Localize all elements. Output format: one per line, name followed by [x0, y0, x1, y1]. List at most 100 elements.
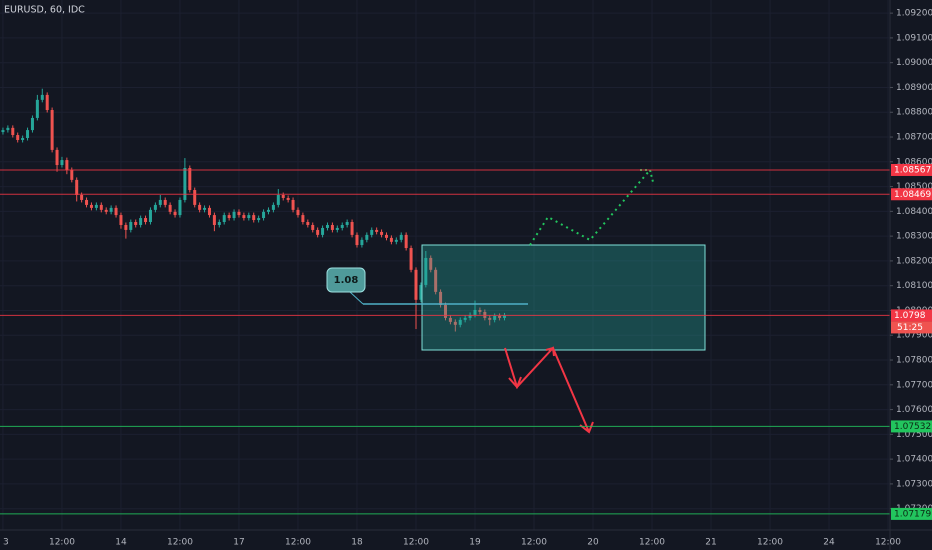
candle-body — [193, 190, 197, 205]
candle-body — [94, 204, 98, 208]
x-tick-label: 21 — [705, 538, 716, 548]
candle-body — [414, 269, 418, 300]
bull-arrow-head — [640, 169, 654, 183]
candle-body — [463, 317, 467, 320]
candle-body — [276, 195, 280, 205]
price-level-label: 1.08567 — [894, 165, 931, 175]
candle-body — [321, 227, 325, 235]
candle-body — [257, 218, 261, 221]
candle-body — [134, 222, 138, 225]
y-tick-label: 1.08900 — [896, 83, 932, 93]
levels — [0, 169, 890, 515]
x-tick-label: 12:00 — [285, 538, 311, 548]
axes: 1.072001.073001.074001.075001.076001.077… — [3, 9, 932, 548]
y-tick-label: 1.07600 — [896, 405, 932, 415]
candle-body — [448, 317, 452, 322]
candle-body — [473, 309, 477, 315]
candle-body — [281, 195, 285, 198]
candle-body — [350, 222, 354, 235]
y-tick-label: 1.08600 — [896, 157, 932, 167]
candle-body — [468, 314, 472, 318]
candle-body — [89, 204, 93, 208]
candle-body — [60, 160, 64, 166]
candle-body — [419, 284, 423, 300]
candle-body — [119, 215, 123, 225]
candle-body — [232, 211, 236, 219]
x-tick-label: 12:00 — [49, 538, 75, 548]
candle-body — [360, 239, 364, 246]
y-tick-label: 1.08100 — [896, 281, 932, 291]
candle-body — [163, 199, 167, 205]
y-tick-label: 1.07300 — [896, 479, 932, 489]
candle-body — [11, 127, 15, 136]
candle-body — [384, 234, 388, 238]
x-tick-label: 3 — [3, 538, 9, 548]
y-tick-label: 1.08200 — [896, 256, 932, 266]
candle-body — [168, 204, 172, 212]
y-tick-label: 1.07900 — [896, 331, 932, 341]
candle-body — [301, 215, 305, 223]
candle-body — [399, 234, 403, 240]
y-tick-label: 1.08300 — [896, 232, 932, 242]
candle-body — [330, 224, 334, 230]
x-tick-label: 12:00 — [875, 538, 901, 548]
candle-body — [443, 305, 447, 318]
price-level-tag — [891, 188, 932, 201]
candles — [1, 88, 506, 332]
candle-body — [124, 224, 128, 230]
candle-body — [316, 229, 320, 235]
candle-body — [271, 204, 275, 210]
candle-body — [498, 315, 502, 318]
candle-body — [158, 199, 162, 205]
price-level-label: 1.07179 — [894, 509, 931, 519]
candle-body — [30, 117, 34, 131]
candle-body — [40, 94, 44, 100]
x-tick-label: 24 — [823, 538, 835, 548]
y-tick-label: 1.07400 — [896, 455, 932, 465]
y-tick-label: 1.07800 — [896, 356, 932, 366]
y-tick-label: 1.07700 — [896, 380, 932, 390]
countdown-tag — [891, 321, 932, 334]
candle-body — [70, 169, 74, 180]
candle-body — [424, 257, 428, 285]
candle-body — [148, 209, 152, 223]
candle-body — [144, 218, 148, 223]
candle-body — [439, 291, 443, 306]
candle-body — [45, 94, 49, 111]
candle-body — [370, 229, 374, 235]
candle-body — [153, 204, 157, 210]
price-level-tag — [891, 507, 932, 520]
price-level-label: 1.0798 — [894, 311, 926, 321]
y-tick-label: 1.09000 — [896, 58, 932, 68]
candle-body — [453, 321, 457, 325]
x-tick-label: 12:00 — [757, 538, 783, 548]
candle-body — [85, 199, 89, 205]
price-level-tag — [891, 163, 932, 176]
candle-body — [55, 149, 59, 166]
candle-body — [325, 224, 329, 228]
price-level-label: 1.08469 — [894, 190, 931, 200]
candle-body — [429, 257, 433, 270]
candle-body — [109, 207, 113, 212]
candle-body — [114, 207, 118, 216]
x-tick-label: 12:00 — [521, 538, 547, 548]
candle-body — [75, 179, 79, 196]
candle-body — [80, 195, 84, 200]
candle-body — [434, 269, 438, 292]
candle-body — [488, 317, 492, 320]
grid — [0, 0, 890, 530]
candle-body — [227, 215, 231, 219]
chart-title: EURUSD, 60, IDC — [4, 5, 85, 16]
arrow-heads — [508, 346, 594, 434]
candle-body — [188, 167, 192, 191]
candle-body — [183, 167, 187, 200]
candle-body — [252, 215, 256, 221]
price-level-tag — [891, 309, 932, 322]
callout-pointer — [349, 291, 364, 305]
candle-body — [345, 222, 349, 225]
candle-body — [21, 138, 25, 140]
candle-body — [99, 204, 103, 210]
candle-body — [198, 204, 202, 210]
candle-body — [1, 130, 5, 133]
